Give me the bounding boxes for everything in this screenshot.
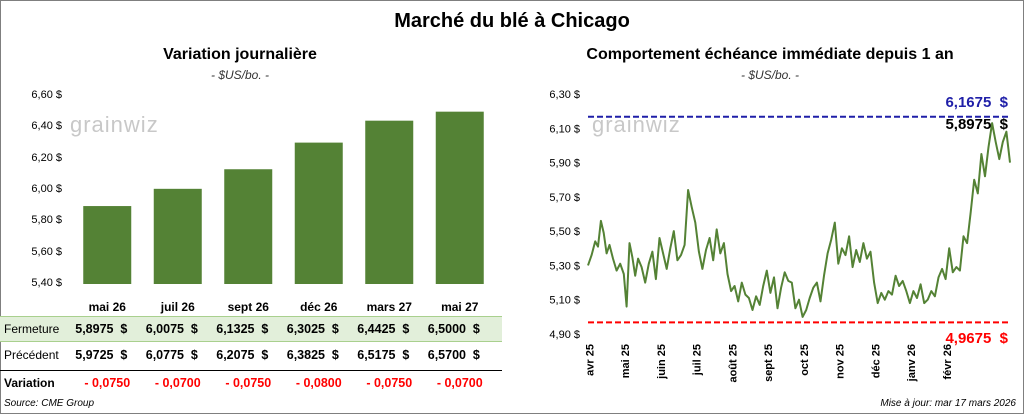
right-x-tick-label: déc 25 [870,344,882,378]
bar-4 [365,120,414,284]
left-y-tick-label: 5,40 $ [31,277,62,289]
right-chart-subtitle: - $US/bo. - [740,68,800,82]
x-category-label: déc 26 [300,300,338,314]
right-x-tick-label: sept 25 [763,344,775,382]
right-y-tick-label: 5,90 $ [549,158,580,170]
last-label: 5,8975 $ [945,116,1008,133]
source-note: Source: CME Group [4,398,95,409]
watermark-left: grainwiz [70,112,159,137]
close-row-bg [0,316,502,342]
close-cell: 6,4425 $ [357,322,410,336]
close-cell: 6,0075 $ [145,322,198,336]
low-label: 4,9675 $ [945,330,1008,347]
left-bar-chart [83,111,484,285]
bar-5 [435,111,484,285]
bar-3 [294,142,343,284]
change-cell: - 0,0800 [295,376,342,390]
price-line [587,122,1011,318]
change-cell: - 0,0750 [225,376,272,390]
x-category-label: mars 27 [366,300,412,314]
prev-cell: 6,0775 $ [145,348,198,362]
left-chart-title: Variation journalière [163,46,317,63]
left-y-tick-label: 6,20 $ [31,151,62,164]
right-x-tick-label: juin 25 [656,344,668,380]
right-y-tick-label: 4,90 $ [549,329,580,341]
update-note: Mise à jour: mar 17 mars 2026 [880,398,1016,409]
right-x-tick-label: janv 26 [906,344,918,382]
right-x-tick-label: oct 25 [799,344,811,376]
close-cell: 5,8975 $ [75,322,128,336]
left-y-tick-label: 6,00 $ [31,183,62,195]
close-cell: 6,5000 $ [427,322,480,336]
x-category-label: juil 26 [160,300,195,314]
left-y-tick-label: 5,60 $ [31,245,62,258]
right-x-tick-label: juil 25 [692,344,704,376]
prev-cell: 6,3825 $ [286,348,339,362]
x-category-label: sept 26 [227,300,269,314]
prev-cell: 6,2075 $ [216,348,269,362]
prev-cell: 5,9725 $ [75,348,128,362]
left-y-tick-label: 5,80 $ [31,214,62,227]
left-y-tick-label: 6,60 $ [31,89,62,101]
change-cell: - 0,0700 [436,376,483,390]
right-y-tick-label: 5,70 $ [549,192,580,204]
prev-cell: 6,5700 $ [427,348,480,362]
right-y-tick-label: 6,10 $ [549,123,580,135]
change-cell: - 0,0750 [84,376,131,390]
close-row-label: Fermeture [4,322,60,336]
right-y-tick-label: 6,30 $ [549,89,580,101]
right-x-tick-label: août 25 [727,344,739,383]
page-title: Marché du blé à Chicago [394,10,630,32]
right-y-tick-label: 5,50 $ [549,226,580,238]
right-chart-title: Comportement échéance immédiate depuis 1… [586,46,954,63]
close-cell: 6,3025 $ [286,322,339,336]
x-category-label: mai 27 [441,300,479,314]
right-x-tick-label: févr 26 [942,344,954,379]
change-cell: - 0,0700 [154,376,201,390]
right-line-chart: 4,90 $ 5,10 $ 5,30 $ 5,50 $ 5,70 $ 5,90 $ 6,10… [549,89,1011,383]
right-x-tick-label: nov 25 [835,344,847,379]
prev-row-label: Précédent [4,348,59,362]
bar-2 [224,169,273,284]
table-divider [0,370,502,371]
left-y-tick-label: 6,40 $ [31,120,62,133]
prev-cell: 6,5175 $ [357,348,410,362]
bar-1 [153,188,202,284]
right-x-tick-label: avr 25 [584,344,596,376]
change-row-label: Variation [4,376,55,390]
close-cell: 6,1325 $ [216,322,269,336]
right-y-tick-label: 5,30 $ [549,260,580,272]
left-chart-subtitle: - $US/bo. - [210,68,270,82]
high-label: 6,1675 $ [945,94,1008,111]
right-x-tick-label: mai 25 [620,344,632,378]
x-category-label: mai 26 [88,300,126,314]
bar-0 [83,206,132,284]
change-cell: - 0,0750 [366,376,413,390]
right-y-tick-label: 5,10 $ [549,295,580,307]
